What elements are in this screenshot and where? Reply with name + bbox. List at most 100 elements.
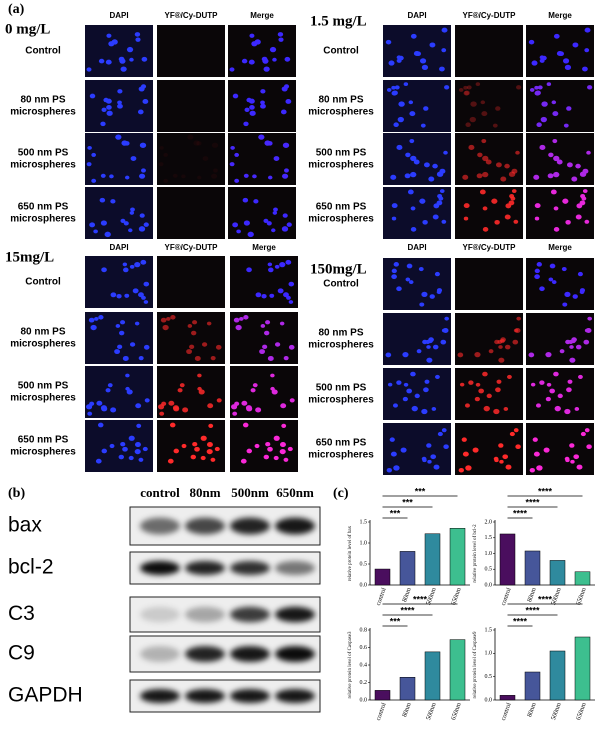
nucleus [269,293,275,298]
nucleus [462,174,469,180]
nucleus [410,171,417,178]
y-tick-label: 0.6 [360,645,368,651]
nucleus [565,219,571,225]
micrograph [455,80,523,132]
nucleus [138,355,144,361]
nucleus [141,295,146,300]
band [140,646,180,662]
nucleus [118,330,125,336]
nucleus [255,292,262,298]
nucleus [510,196,516,201]
nucleus [273,455,279,461]
nucleus [421,64,429,71]
y-tick-label: 1.5 [485,627,493,633]
nucleus [89,401,95,406]
nucleus [548,152,554,158]
nucleus [558,51,565,57]
nucleus [111,39,118,45]
nucleus [564,456,570,461]
nucleus [263,66,270,72]
nucleus [474,396,480,402]
nucleus [440,339,447,345]
nucleus [566,387,572,393]
nucleus [541,101,548,107]
nucleus [260,89,266,94]
nucleus [495,162,502,168]
nucleus [546,382,552,387]
nucleus [261,293,267,299]
bar [524,671,541,701]
micrograph [455,258,523,310]
nucleus [267,355,274,361]
nucleus [279,261,286,268]
micrograph [230,420,298,472]
nucleus [94,316,99,321]
nucleus [265,320,271,325]
nucleus [551,100,557,105]
nucleus [271,228,276,233]
nucleus [410,227,417,232]
nucleus [115,324,121,328]
nucleus [120,320,126,325]
nucleus [187,324,193,328]
nucleus [585,328,592,334]
row-label: 500 nm PS [316,383,367,394]
blot-label: GAPDH [8,684,83,707]
nucleus [414,393,420,399]
nucleus [512,339,519,345]
nucleus [482,171,489,178]
nucleus [397,116,404,123]
nucleus [240,458,247,464]
nucleus [101,448,108,454]
band [230,646,270,662]
nucleus [288,281,295,287]
micrograph [526,313,594,365]
nucleus [283,168,289,173]
row-label: microspheres [308,160,374,171]
nucleus [494,219,500,225]
nucleus [206,449,213,455]
nucleus [232,93,239,99]
nucleus [494,339,500,345]
micrograph [230,256,298,308]
nucleus [546,82,552,87]
micrograph [157,366,225,418]
nucleus [498,357,505,363]
nucleus [472,447,479,453]
row-label: microspheres [10,447,76,458]
column-header: YF®/Cy-DUTP [164,243,218,252]
lane-label: 500nm [231,485,269,500]
nucleus [550,189,557,195]
nucleus [547,173,554,179]
nucleus [486,393,492,399]
nucleus [389,437,395,442]
nucleus [545,352,552,358]
nucleus [403,82,409,87]
nucleus [419,58,427,64]
nucleus [101,406,108,412]
nucleus [390,174,397,180]
nucleus [254,443,260,449]
nucleus [563,123,569,128]
nucleus [582,189,588,194]
row-label: microspheres [10,160,76,171]
nucleus [140,168,146,173]
band [140,606,180,623]
nucleus [394,85,400,90]
nucleus [482,155,489,162]
nucleus [441,27,448,33]
nucleus [419,302,425,307]
nucleus [468,144,475,151]
nucleus [100,173,106,178]
bar [424,533,441,586]
nucleus [575,344,582,350]
bar [499,695,516,701]
nucleus [280,403,287,409]
nucleus [540,116,547,123]
nucleus [475,382,481,387]
nucleus [570,459,575,464]
nucleus [396,380,402,385]
nucleus [272,57,277,62]
nucleus [105,388,111,393]
nucleus [167,458,174,464]
